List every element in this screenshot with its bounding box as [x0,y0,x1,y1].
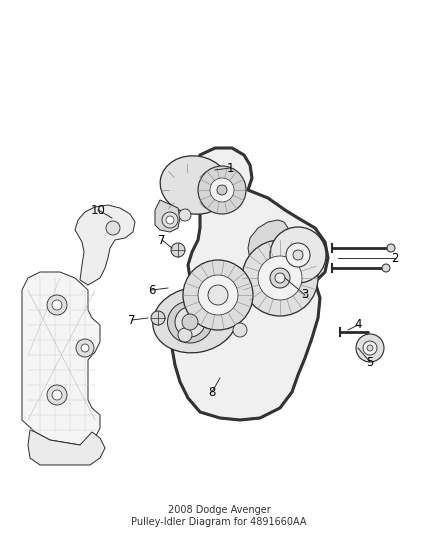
Circle shape [76,339,94,357]
Polygon shape [75,205,135,285]
Text: 8: 8 [208,385,215,399]
Circle shape [52,300,62,310]
Text: 3: 3 [301,288,309,302]
Circle shape [179,209,191,221]
Text: 7: 7 [158,233,166,246]
Circle shape [183,260,253,330]
Circle shape [217,185,227,195]
Circle shape [47,385,67,405]
Polygon shape [28,430,105,465]
Circle shape [275,273,285,283]
Polygon shape [22,272,100,445]
Circle shape [363,341,377,355]
Circle shape [258,256,302,300]
Circle shape [242,240,318,316]
Circle shape [293,250,303,260]
Circle shape [47,295,67,315]
Circle shape [198,166,246,214]
Polygon shape [155,200,180,232]
Circle shape [52,390,62,400]
Circle shape [151,311,165,325]
Text: 6: 6 [148,284,156,296]
Circle shape [270,268,290,288]
Circle shape [166,216,174,224]
Ellipse shape [160,156,230,214]
Circle shape [270,227,326,283]
Polygon shape [248,220,288,268]
Circle shape [286,243,310,267]
Text: 2: 2 [391,252,399,264]
Text: 4: 4 [354,319,362,332]
Circle shape [208,285,228,305]
Circle shape [367,345,373,351]
Circle shape [198,275,238,315]
Circle shape [182,314,198,330]
Text: 5: 5 [366,356,374,368]
Text: 1: 1 [226,161,234,174]
Circle shape [175,307,205,337]
Text: Pulley-Idler Diagram for 4891660AA: Pulley-Idler Diagram for 4891660AA [131,517,307,527]
Circle shape [387,244,395,252]
Circle shape [210,178,234,202]
Polygon shape [172,148,328,420]
Text: 2008 Dodge Avenger: 2008 Dodge Avenger [168,505,270,515]
Circle shape [162,212,178,228]
Circle shape [233,323,247,337]
Circle shape [106,221,120,235]
Circle shape [356,334,384,362]
Polygon shape [83,208,108,285]
Ellipse shape [153,287,237,353]
Circle shape [382,264,390,272]
Text: 10: 10 [91,204,106,216]
Text: 7: 7 [128,313,136,327]
Circle shape [178,328,192,342]
Circle shape [81,344,89,352]
Ellipse shape [167,301,212,343]
Circle shape [171,243,185,257]
